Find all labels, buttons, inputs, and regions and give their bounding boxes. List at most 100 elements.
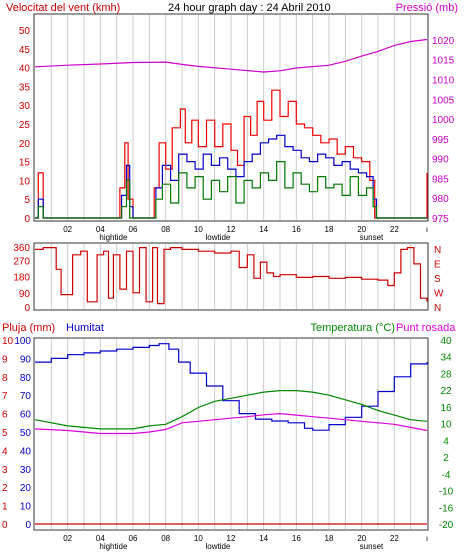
- panel2-right-tick: N: [434, 245, 441, 256]
- panel1-left-tick: 40: [19, 64, 31, 75]
- panel3-rain-label: Pluja (mm): [2, 322, 55, 334]
- panel3-humidity-tick: 80: [20, 373, 32, 384]
- panel3-rain-tick: 4: [2, 446, 8, 457]
- panel2-right-tick: N: [434, 303, 441, 314]
- panel1-left-tick: 50: [19, 26, 31, 37]
- panel1-right-tick: 1000: [432, 115, 455, 126]
- chart-marks: 0510152025303540455097598098599099510001…: [2, 15, 455, 551]
- panel1-series-pressure: [34, 38, 428, 73]
- panel1-left-tick: 15: [19, 158, 31, 169]
- x-tick-label-1: 22: [390, 225, 399, 234]
- panel1-series-wind_min: [35, 161, 427, 219]
- panel3-temperature-label: Temperatura (°C): [311, 322, 395, 334]
- x-tick-label-1: 08: [161, 225, 170, 234]
- panel3-temperature-tick: 4: [443, 436, 449, 447]
- x-marker-label-1: lowtide: [205, 233, 230, 242]
- panel2-right-tick: S: [434, 274, 441, 285]
- x-tick-label-1: 20: [357, 225, 366, 234]
- panel3-series-dewpoint: [34, 412, 428, 435]
- panel3-temperature-tick: -4: [442, 470, 451, 481]
- panel1-left-tick: 20: [19, 139, 31, 150]
- x-tick-label-3: 04: [96, 534, 105, 543]
- panel3-rain-tick: 8: [2, 373, 8, 384]
- panel3-rain-tick: 6: [2, 410, 8, 421]
- panel3-humidity-tick: 70: [20, 391, 32, 402]
- panel3-humidity-tick: 100: [14, 336, 31, 347]
- x-tick-label-3: 18: [325, 534, 334, 543]
- panel3-rain-tick: 2: [2, 483, 8, 494]
- panel1-right-tick: 995: [432, 135, 449, 146]
- panel3-humidity-label: Humitat: [66, 322, 104, 334]
- panel3-rain-tick: 7: [2, 391, 8, 402]
- panel3-temperature-tick: -20: [439, 520, 454, 531]
- panel1-left-tick: 5: [24, 195, 30, 206]
- x-marker-label-1: sunset: [360, 233, 384, 242]
- panel2-left-tick: 270: [13, 256, 30, 267]
- x-tick-label-1: 10: [194, 225, 203, 234]
- panel3-temperature-tick: -10: [439, 487, 454, 498]
- x-tick-label-3: 12: [227, 534, 236, 543]
- panel3-temperature-tick: 16: [440, 403, 452, 414]
- panel1-right-axis-label: Pressió (mb): [396, 2, 458, 14]
- panel3-temperature-tick: 28: [440, 369, 452, 380]
- panel1-right-tick: 1020: [432, 36, 455, 47]
- x-tick-label-3: 22: [390, 534, 399, 543]
- panel3-series-humidity: [35, 343, 428, 431]
- panel3-series-temperature: [34, 390, 428, 430]
- panel1-right-tick: 1015: [432, 56, 455, 67]
- x-tick-label-3: 14: [259, 534, 268, 543]
- x-tick-end-3: ı: [426, 534, 428, 543]
- panel3-temperature-tick: 2: [443, 453, 449, 464]
- x-marker-label-3: hightide: [99, 542, 128, 551]
- panel3-rain-tick: 3: [2, 465, 8, 476]
- panel3-humidity-tick: 60: [20, 410, 32, 421]
- x-tick-label-1: 12: [227, 225, 236, 234]
- panel1-title: 24 hour graph day : 24 Abril 2010: [168, 2, 331, 14]
- panel1-left-tick: 45: [19, 45, 31, 56]
- panel3-humidity-tick: 30: [20, 465, 32, 476]
- panel1-left-tick: 35: [19, 82, 31, 93]
- x-tick-label-3: 20: [357, 534, 366, 543]
- panel3-rain-tick: 5: [2, 428, 8, 439]
- panel2-right-tick: W: [434, 289, 444, 300]
- x-tick-label-1: 06: [129, 225, 138, 234]
- x-tick-end-1: ı: [426, 225, 428, 234]
- panel2-left-tick: 0: [24, 303, 30, 314]
- x-marker-label-1: hightide: [99, 233, 128, 242]
- panel3-dewpoint-label: Punt rosada: [396, 322, 456, 334]
- panel3-humidity-tick: 40: [20, 446, 32, 457]
- panel2-series-direction: [35, 247, 428, 305]
- panel2-left-tick: 180: [13, 273, 30, 284]
- panel3-temperature-tick: 34: [440, 353, 452, 364]
- panel1-right-tick: 1005: [432, 95, 455, 106]
- panel1-right-tick: 990: [432, 155, 449, 166]
- panel3-rain-tick: 1: [2, 502, 8, 513]
- x-tick-label-3: 08: [161, 534, 170, 543]
- panel2-left-tick: 90: [19, 289, 31, 300]
- panel3-rain-tick: 0: [2, 520, 8, 531]
- x-tick-label-3: 06: [129, 534, 138, 543]
- panel3-humidity-tick: 10: [20, 502, 32, 513]
- panel1-left-axis-label: Velocitat del vent (kmh): [6, 2, 120, 14]
- panel1-left-tick: 30: [19, 101, 31, 112]
- x-tick-label-3: 16: [292, 534, 301, 543]
- panel1-right-tick: 985: [432, 174, 449, 185]
- panel3-rain-tick: 9: [2, 354, 8, 365]
- x-tick-label-1: 04: [96, 225, 105, 234]
- x-tick-label-3: 02: [63, 534, 72, 543]
- x-tick-label-1: 16: [292, 225, 301, 234]
- panel2-left-tick: 360: [13, 243, 30, 254]
- panel3-temperature-tick: 10: [440, 420, 452, 431]
- panel3-temperature-tick: 40: [440, 336, 452, 347]
- x-tick-label-1: 18: [325, 225, 334, 234]
- panel3-rain-tick: 10: [2, 336, 14, 347]
- x-marker-label-3: sunset: [360, 542, 384, 551]
- panel3-humidity-tick: 50: [20, 428, 32, 439]
- panel3-humidity-tick: 20: [20, 483, 32, 494]
- panel1-right-tick: 975: [432, 214, 449, 225]
- panel1-left-tick: 10: [19, 176, 31, 187]
- x-marker-label-3: lowtide: [205, 542, 230, 551]
- panel1-left-tick: 0: [24, 214, 30, 225]
